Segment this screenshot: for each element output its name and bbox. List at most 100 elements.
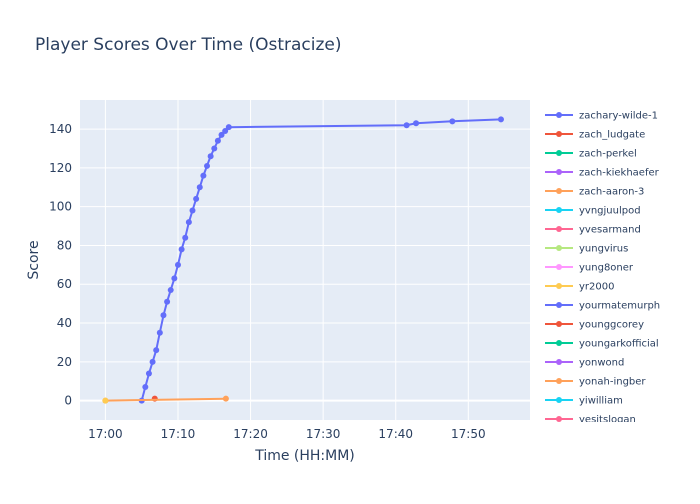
legend-label: zach-aaron-3 xyxy=(579,187,644,198)
data-point xyxy=(153,347,160,354)
legend-item[interactable]: yesitslogan xyxy=(545,415,636,426)
legend-item[interactable]: yung8oner xyxy=(545,263,634,274)
data-point xyxy=(156,329,163,336)
legend-item[interactable]: yonwond xyxy=(545,358,624,369)
legend-marker xyxy=(556,188,562,194)
data-point xyxy=(207,153,214,160)
x-tick-label: 17:30 xyxy=(306,427,341,441)
legend-item[interactable]: yiwilliam xyxy=(545,396,623,407)
legend-label: zach-perkel xyxy=(579,149,637,160)
legend-marker xyxy=(556,150,562,156)
x-tick-labels: 17:00 17:10 17:20 17:30 17:40 17:50 xyxy=(88,427,485,441)
legend-label: yr2000 xyxy=(579,282,614,293)
legend-item[interactable]: yungvirus xyxy=(545,244,628,255)
legend-item[interactable]: zach-kiekhaefer xyxy=(545,168,660,179)
legend-marker xyxy=(556,397,562,403)
data-point xyxy=(182,234,189,241)
chart-title: Player Scores Over Time (Ostracize) xyxy=(35,35,342,55)
data-point xyxy=(218,131,225,138)
data-point xyxy=(449,118,456,125)
series-yr2000 xyxy=(102,397,109,404)
legend-label: yvngjuulpod xyxy=(579,206,641,217)
legend-label: yourmatemurph xyxy=(579,301,660,312)
legend-item[interactable]: yonah-ingber xyxy=(545,377,646,388)
data-point xyxy=(225,124,232,131)
legend-marker xyxy=(556,207,562,213)
x-tick-label: 17:10 xyxy=(161,427,196,441)
data-point xyxy=(178,246,185,253)
legend-marker xyxy=(556,245,562,251)
data-point xyxy=(164,298,171,305)
x-tick-label: 17:40 xyxy=(378,427,413,441)
data-point xyxy=(189,207,196,214)
y-tick-label: 40 xyxy=(57,316,72,330)
legend-item[interactable]: yvesarmand xyxy=(545,225,641,236)
y-tick-label: 0 xyxy=(64,394,72,408)
series-line xyxy=(105,397,226,402)
legend-label: zach-kiekhaefer xyxy=(579,168,660,179)
legend-item[interactable]: zach_ludgate xyxy=(545,130,645,141)
legend-marker xyxy=(556,226,562,232)
legend-label: yesitslogan xyxy=(579,415,636,426)
y-tick-label: 60 xyxy=(57,277,72,291)
legend-item[interactable]: zach-perkel xyxy=(545,149,637,160)
legend-marker xyxy=(556,321,562,327)
data-point xyxy=(211,145,218,152)
data-point xyxy=(193,195,200,202)
legend-label: youngarkofficial xyxy=(579,339,659,350)
legend[interactable]: zachary-wilde-1 zach_ludgate zach-perkel za… xyxy=(545,111,660,426)
data-point xyxy=(403,122,410,129)
legend-label: zach_ludgate xyxy=(579,130,645,141)
y-tick-labels: 0 20 40 60 80 100 120 140 xyxy=(49,122,72,408)
legend-item[interactable]: yourmatemurph xyxy=(545,301,660,312)
legend-item[interactable]: youngarkofficial xyxy=(545,339,659,350)
data-point xyxy=(167,287,174,294)
legend-item[interactable]: zach-aaron-3 xyxy=(545,187,644,198)
series-zachary-wilde-1 xyxy=(138,116,504,404)
data-point xyxy=(196,184,203,191)
legend-marker xyxy=(556,416,562,422)
plot-area xyxy=(80,100,530,420)
legend-marker xyxy=(556,112,562,118)
y-axis-label: Score xyxy=(26,240,42,279)
legend-item[interactable]: yvngjuulpod xyxy=(545,206,641,217)
data-point xyxy=(171,275,178,282)
legend-marker xyxy=(556,302,562,308)
x-tick-label: 17:50 xyxy=(451,427,486,441)
legend-item[interactable]: zachary-wilde-1 xyxy=(545,111,658,122)
legend-marker xyxy=(556,378,562,384)
data-point xyxy=(214,137,221,144)
series-layer xyxy=(102,116,504,404)
legend-label: yungvirus xyxy=(579,244,628,255)
legend-label: younggcorey xyxy=(579,320,644,331)
legend-marker xyxy=(556,264,562,270)
legend-label: yonah-ingber xyxy=(579,377,646,388)
legend-label: yvesarmand xyxy=(579,225,641,236)
x-tick-label: 17:20 xyxy=(233,427,268,441)
legend-item[interactable]: younggcorey xyxy=(545,320,644,331)
data-point xyxy=(174,261,181,268)
y-tick-label: 120 xyxy=(49,161,72,175)
data-point xyxy=(222,395,229,402)
legend-label: yung8oner xyxy=(579,263,634,274)
data-point xyxy=(200,172,207,179)
x-tick-label: 17:00 xyxy=(88,427,123,441)
legend-item[interactable]: yr2000 xyxy=(545,282,614,293)
data-point xyxy=(149,358,156,365)
data-point xyxy=(102,397,109,404)
legend-marker xyxy=(556,169,562,175)
legend-marker xyxy=(556,359,562,365)
legend-label: yonwond xyxy=(579,358,624,369)
data-point xyxy=(413,120,420,127)
y-tick-label: 100 xyxy=(49,200,72,214)
y-tick-label: 80 xyxy=(57,238,72,252)
data-point xyxy=(160,312,167,319)
legend-marker xyxy=(556,340,562,346)
y-tick-label: 140 xyxy=(49,122,72,136)
legend-label: yiwilliam xyxy=(579,396,623,407)
x-axis-label: Time (HH:MM) xyxy=(254,448,355,464)
y-tick-label: 20 xyxy=(57,355,72,369)
data-point xyxy=(185,219,192,226)
